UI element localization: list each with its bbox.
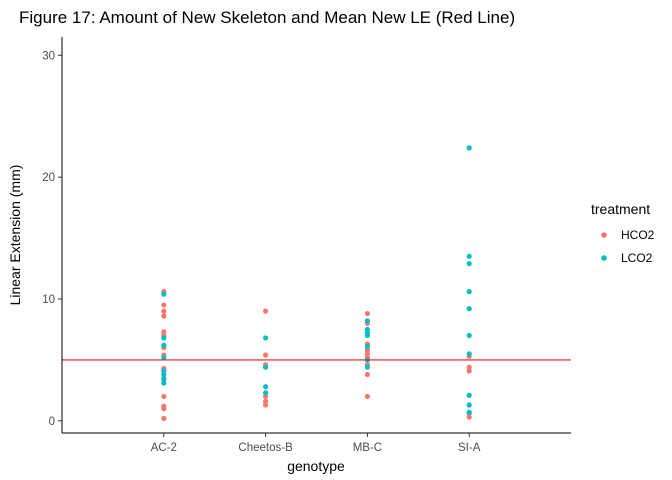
data-point-lco2-ac-2-0 (161, 291, 167, 297)
legend-label-lco2: LCO2 (621, 251, 653, 265)
data-point-lco2-si-a-19 (466, 145, 472, 151)
data-point-hco2-si-a-31 (466, 368, 472, 374)
data-point-hco2-ac-2-2 (161, 308, 167, 314)
data-point-lco2-ac-2-7 (161, 380, 167, 386)
y-ticks: 0 10 20 30 (42, 50, 62, 428)
data-point-hco2-cheetos-b-15 (263, 352, 269, 358)
y-tick-label-10: 10 (42, 294, 55, 306)
data-point-lco2-cheetos-b-9 (263, 364, 269, 370)
data-point-hco2-ac-2-3 (161, 313, 167, 319)
data-point-lco2-cheetos-b-11 (263, 390, 269, 396)
chart-title: Figure 17: Amount of New Skeleton and Me… (19, 8, 515, 27)
data-point-lco2-si-a-25 (466, 351, 472, 357)
legend-title: treatment (591, 201, 650, 217)
x-tick-label-ac-2: AC-2 (151, 442, 177, 454)
data-point-hco2-mb-c-28 (364, 393, 370, 400)
data-point-hco2-cheetos-b-19 (263, 402, 269, 408)
legend-entries: HCO2 LCO2 (601, 228, 655, 265)
data-point-lco2-ac-2-6 (161, 376, 167, 382)
data-point-hco2-mb-c-20 (364, 310, 370, 317)
data-point-hco2-ac-2-1 (161, 302, 167, 308)
data-point-hco2-si-a-33 (466, 414, 472, 420)
legend-key-hco2 (601, 232, 607, 238)
data-point-lco2-cheetos-b-8 (263, 335, 269, 341)
x-tick-label-cheetos-b: Cheetos-B (238, 442, 293, 454)
data-point-lco2-si-a-20 (466, 253, 472, 259)
data-point-hco2-ac-2-4 (161, 329, 167, 335)
data-point-lco2-si-a-28 (466, 409, 472, 415)
data-point-lco2-mb-c-12 (364, 318, 370, 324)
data-point-lco2-ac-2-1 (161, 335, 167, 341)
data-point-hco2-cheetos-b-18 (263, 398, 269, 404)
legend-label-hco2: HCO2 (621, 228, 655, 242)
data-point-hco2-mb-c-23 (364, 347, 370, 353)
data-point-lco2-si-a-24 (466, 332, 472, 339)
legend-key-lco2 (601, 255, 607, 261)
y-axis-title: Linear Extension (mm) (7, 165, 23, 306)
data-point-lco2-mb-c-15 (364, 332, 370, 339)
data-point-lco2-ac-2-2 (161, 342, 167, 348)
plot-area: 0 10 20 30 AC-2 Cheetos-B MB-C SI-A (42, 37, 571, 454)
data-point-lco2-ac-2-5 (161, 371, 167, 378)
data-point-hco2-cheetos-b-14 (263, 308, 269, 314)
data-point-lco2-mb-c-13 (364, 326, 370, 333)
data-point-hco2-si-a-30 (466, 364, 472, 370)
data-point-hco2-mb-c-27 (364, 371, 370, 378)
data-point-hco2-ac-2-10 (161, 393, 167, 400)
x-axis-title: genotype (287, 458, 345, 474)
data-point-lco2-ac-2-3 (161, 354, 167, 361)
data-point-lco2-si-a-27 (466, 402, 472, 408)
data-point-lco2-si-a-21 (466, 261, 472, 267)
data-point-lco2-mb-c-16 (364, 343, 370, 350)
y-tick-label-0: 0 (49, 416, 55, 428)
data-point-hco2-cheetos-b-17 (263, 393, 269, 400)
data-point-hco2-ac-2-12 (161, 406, 167, 412)
data-point-lco2-si-a-22 (466, 289, 472, 295)
x-tick-label-mb-c: MB-C (353, 442, 382, 454)
data-point-lco2-si-a-23 (466, 306, 472, 312)
legend: treatment HCO2 LCO2 (591, 201, 655, 265)
x-ticks: AC-2 Cheetos-B MB-C SI-A (151, 433, 481, 454)
data-point-lco2-mb-c-18 (364, 364, 370, 370)
y-tick-label-30: 30 (42, 50, 55, 62)
data-point-lco2-cheetos-b-10 (263, 384, 269, 390)
data-point-lco2-ac-2-4 (161, 368, 167, 374)
data-point-hco2-mb-c-24 (364, 351, 370, 357)
data-point-lco2-si-a-26 (466, 392, 472, 398)
data-point-hco2-ac-2-13 (161, 415, 167, 421)
x-tick-label-si-a: SI-A (458, 442, 481, 454)
points-layer (161, 145, 472, 421)
y-tick-label-20: 20 (42, 172, 55, 184)
